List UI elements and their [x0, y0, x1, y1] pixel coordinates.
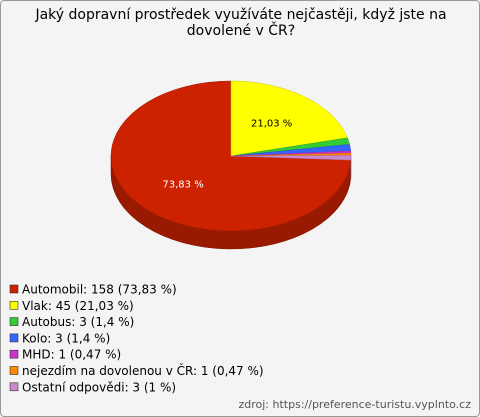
legend-label: Vlak: 45 (21,03 %): [22, 299, 134, 313]
source: zdroj: https://preference-turistu.vyplnt…: [238, 398, 471, 411]
legend-swatch: [9, 284, 19, 294]
legend-label: Autobus: 3 (1,4 %): [22, 315, 134, 329]
legend-swatch: [9, 333, 19, 343]
legend-label: nejezdím na dovolenou v ČR: 1 (0,47 %): [22, 363, 264, 378]
slice: [230, 155, 352, 161]
slice: [230, 80, 348, 157]
legend-label: MHD: 1 (0,47 %): [22, 348, 121, 362]
legend-swatch: [9, 300, 19, 310]
legend-swatch: [9, 366, 19, 375]
legend-swatch: [9, 317, 19, 326]
chart-title: Jaký dopravní prostředek využíváte nejča…: [35, 7, 447, 39]
value-label: 73,83 %: [162, 179, 203, 190]
legend-label: Ostatní odpovědi: 3 (1 %): [22, 380, 176, 394]
legend-swatch: [9, 382, 19, 392]
value-label: 21,03 %: [251, 118, 292, 129]
legend-swatch: [9, 349, 19, 359]
legend-label: Automobil: 158 (73,83 %): [22, 283, 177, 297]
legend-label: Kolo: 3 (1,4 %): [22, 331, 110, 345]
